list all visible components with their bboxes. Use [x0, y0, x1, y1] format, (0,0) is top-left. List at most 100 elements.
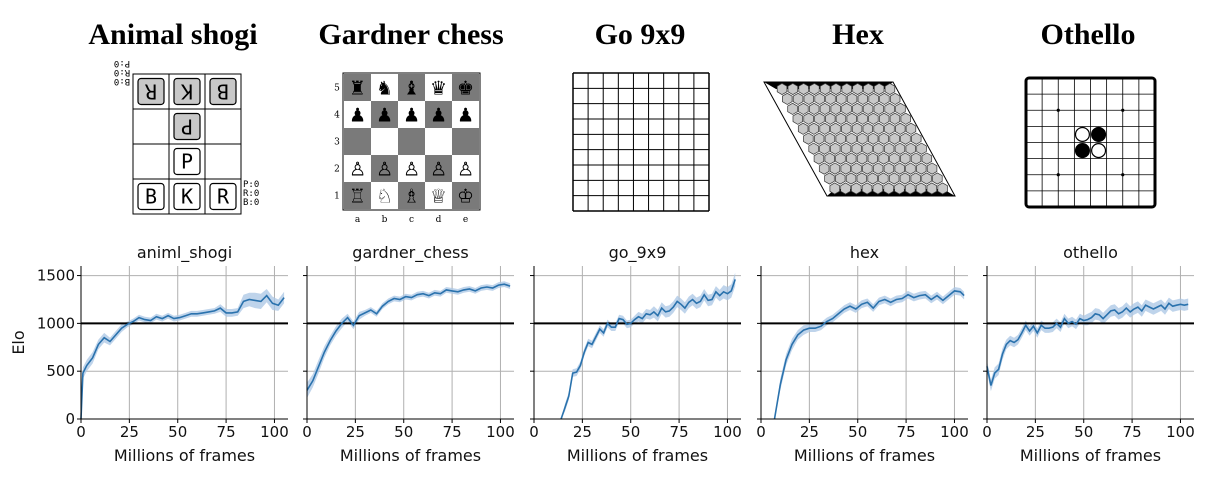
hex-cell — [867, 172, 878, 185]
shogi-piece-tile — [209, 77, 237, 106]
hex-cell — [878, 132, 890, 145]
x-tick-label: 75 — [670, 423, 689, 441]
shogi-piece-letter: K — [181, 185, 193, 209]
x-tick-label: 100 — [486, 423, 515, 441]
hex-cell — [851, 122, 863, 135]
chess-piece: ♙ — [349, 159, 366, 181]
x-tick-label: 0 — [302, 423, 312, 441]
hex-cell — [813, 132, 825, 145]
chess-square — [398, 182, 425, 209]
game-title-othello: Othello — [1041, 18, 1136, 51]
chess-square — [452, 128, 479, 155]
hex-cell — [814, 92, 825, 105]
hex-cell — [910, 152, 922, 165]
hex-cell — [937, 182, 948, 195]
chess-square — [452, 182, 479, 209]
chess-rank-label: 1 — [334, 192, 340, 202]
hex-cell — [835, 172, 846, 185]
hex-cell — [841, 82, 852, 96]
chess-square — [398, 101, 425, 128]
hex-cell — [878, 152, 889, 165]
hex-cell — [814, 112, 825, 125]
hex-cell — [879, 92, 890, 105]
hex-cell — [819, 122, 830, 135]
hex-cell — [846, 132, 857, 145]
chess-piece: ♕ — [430, 186, 447, 208]
shogi-piece-tile — [173, 182, 201, 211]
x-tick-label: 75 — [897, 423, 916, 441]
gardner-chess-board: ♜ ♞ ♝ ♛ ♚ ♟ ♟ ♟ ♟ ♟ ♙ ♙ ♙ ♙ ♙ ♖ ♘ ♗ ♕ ♔ 5 4 3 2 1 a b c d e — [334, 72, 481, 225]
chess-file-label: e — [463, 215, 468, 225]
hex-cell — [899, 172, 911, 185]
x-axis-label: Millions of frames — [340, 446, 481, 465]
hex-cell — [873, 82, 885, 96]
hex-cell — [905, 162, 916, 175]
shogi-piece-tile — [173, 77, 201, 106]
shogi-piece-letter: P — [181, 150, 193, 174]
x-tick-label: 50 — [621, 423, 640, 441]
hex-cell — [792, 112, 804, 125]
hex-cell — [872, 182, 884, 195]
shogi-piece-tile — [173, 147, 201, 176]
othello-star-point — [1056, 108, 1060, 112]
hex-cell — [911, 132, 922, 145]
hex-cell — [829, 162, 841, 175]
chess-square — [344, 155, 371, 182]
chess-square — [398, 128, 425, 155]
shogi-piece-tile — [137, 182, 165, 211]
y-tick-label: 1000 — [37, 314, 75, 332]
hex-cell — [884, 102, 895, 115]
hex-cell — [900, 152, 911, 165]
x-tick-label: 0 — [982, 423, 992, 441]
hex-cell — [813, 152, 825, 165]
hex-cell — [792, 92, 804, 105]
chess-square — [371, 128, 398, 155]
chess-piece: ♙ — [376, 159, 393, 181]
x-axis-label: Millions of frames — [794, 446, 935, 465]
x-tick-label: 75 — [443, 423, 462, 441]
hex-cell — [889, 92, 901, 105]
chart-title: go_9x9 — [609, 243, 667, 263]
game-title-go: Go 9x9 — [595, 18, 686, 51]
chess-piece: ♜ — [349, 78, 366, 100]
chart-title: othello — [1063, 243, 1118, 262]
chess-square — [425, 182, 452, 209]
hex-cell — [825, 92, 836, 105]
series-confidence-band — [307, 281, 511, 398]
chess-square — [371, 182, 398, 209]
hex-cell — [830, 122, 841, 135]
hex-cell — [782, 92, 793, 105]
hex-cell — [824, 132, 836, 145]
hex-cell — [888, 172, 900, 185]
shogi-captured-count: B:0 — [114, 76, 130, 86]
y-tick-label: 1500 — [37, 267, 75, 285]
shogi-captured-count: R:0 — [114, 67, 130, 77]
hex-cell — [776, 82, 788, 96]
hex-cell — [819, 102, 831, 115]
hex-cell — [900, 132, 911, 145]
hex-cell — [846, 152, 857, 165]
chess-square — [344, 128, 371, 155]
hex-cell — [921, 172, 932, 185]
chess-rank-label: 5 — [334, 84, 340, 94]
othello-stone-white — [1074, 126, 1090, 142]
hex-cell — [830, 142, 841, 155]
chart-panel-1: 0 25 50 75 100 gardner_chess Millions of frame… — [302, 243, 515, 465]
x-tick-label: 0 — [756, 423, 766, 441]
x-axis-label: Millions of frames — [1020, 446, 1161, 465]
hex-cell — [883, 142, 895, 155]
shogi-piece-tile — [137, 77, 165, 106]
hex-cell — [926, 162, 938, 175]
chess-piece: ♚ — [457, 78, 474, 100]
shogi-captured-count: R:0 — [243, 189, 259, 199]
shogi-captured-count: P:0 — [114, 58, 130, 68]
hex-cell — [867, 152, 879, 165]
chess-square — [452, 155, 479, 182]
hex-cell — [884, 82, 896, 96]
hex-cell — [787, 102, 798, 115]
hex-cell — [916, 142, 927, 155]
chart-title: hex — [850, 243, 879, 262]
shogi-piece-letter: P — [181, 115, 193, 139]
othello-stone-black — [1091, 126, 1107, 142]
series-line — [306, 283, 511, 391]
